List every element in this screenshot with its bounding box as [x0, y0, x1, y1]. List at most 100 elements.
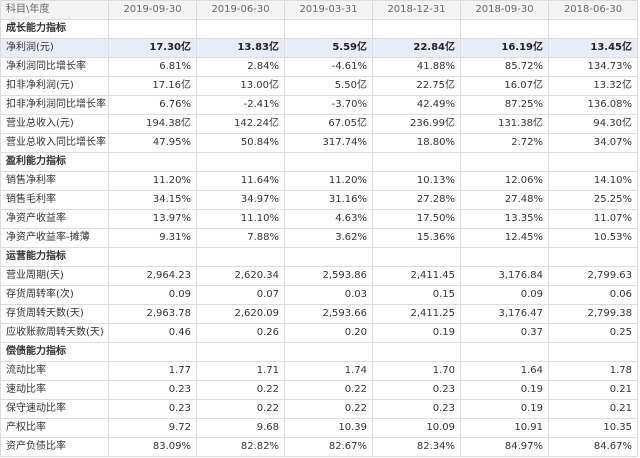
header-date-6[interactable]: 2018-06-30 [548, 0, 638, 20]
value-cell [460, 342, 549, 362]
table-row: 净资产收益率 13.97% 11.10% 4.63% 17.50% 13.35% 11.07… [0, 209, 638, 229]
value-cell: 31.16% [284, 190, 373, 210]
value-cell: 236.99亿 [372, 114, 461, 134]
value-cell: 22.84亿 [372, 38, 461, 58]
section-header-row: 运营能力指标 [0, 247, 638, 267]
header-date-5[interactable]: 2018-09-30 [460, 0, 549, 20]
value-cell: 11.20% [284, 171, 373, 191]
value-cell: 9.31% [108, 228, 197, 248]
value-cell: 13.97% [108, 209, 197, 229]
row-label: 流动比率 [0, 361, 109, 381]
value-cell: 10.09 [372, 418, 461, 438]
value-cell: -2.41% [196, 95, 285, 115]
table-row: 销售净利率 11.20% 11.64% 11.20% 10.13% 12.06% 14.10… [0, 171, 638, 191]
value-cell: 17.16亿 [108, 76, 197, 96]
section-title: 运营能力指标 [0, 247, 109, 267]
value-cell: 47.95% [108, 133, 197, 153]
value-cell: 136.08% [548, 95, 638, 115]
value-cell: 1.71 [196, 361, 285, 381]
value-cell [108, 19, 197, 39]
value-cell: 10.39 [284, 418, 373, 438]
table-row: 资产负债比率 83.09% 82.82% 82.67% 82.34% 84.97% 84.6… [0, 437, 638, 457]
value-cell: 3.62% [284, 228, 373, 248]
value-cell: 67.05亿 [284, 114, 373, 134]
value-cell: 2.84% [196, 57, 285, 77]
value-cell: 2,620.34 [196, 266, 285, 286]
value-cell: 2,799.63 [548, 266, 638, 286]
table-row: 应收账款周转天数(天) 0.46 0.26 0.20 0.19 0.37 0.25 [0, 323, 638, 343]
value-cell [284, 342, 373, 362]
row-label: 营业总收入同比增长率 [0, 133, 109, 153]
value-cell: 0.22 [196, 380, 285, 400]
value-cell: 84.97% [460, 437, 549, 457]
value-cell: 2,593.86 [284, 266, 373, 286]
value-cell: 27.48% [460, 190, 549, 210]
value-cell [284, 247, 373, 267]
value-cell [460, 247, 549, 267]
value-cell: 10.53% [548, 228, 638, 248]
row-label: 净资产收益率 [0, 209, 109, 229]
row-label: 营业总收入(元) [0, 114, 109, 134]
value-cell: 2.72% [460, 133, 549, 153]
value-cell [548, 247, 638, 267]
header-date-4[interactable]: 2018-12-31 [372, 0, 461, 20]
row-label: 存货周转率(次) [0, 285, 109, 305]
value-cell: 13.00亿 [196, 76, 285, 96]
value-cell: 16.19亿 [460, 38, 549, 58]
value-cell: 87.25% [460, 95, 549, 115]
header-date-3[interactable]: 2019-03-31 [284, 0, 373, 20]
value-cell: 6.76% [108, 95, 197, 115]
row-label: 保守速动比率 [0, 399, 109, 419]
table-row: 营业周期(天) 2,964.23 2,620.34 2,593.86 2,411.45 3… [0, 266, 638, 286]
value-cell: 0.15 [372, 285, 461, 305]
header-date-2[interactable]: 2019-06-30 [196, 0, 285, 20]
table-row: 产权比率 9.72 9.68 10.39 10.09 10.91 10.35 [0, 418, 638, 438]
value-cell: 25.25% [548, 190, 638, 210]
value-cell: 134.73% [548, 57, 638, 77]
value-cell: 0.46 [108, 323, 197, 343]
value-cell: 13.45亿 [548, 38, 638, 58]
value-cell: 42.49% [372, 95, 461, 115]
table-row: 净利润同比增长率 6.81% 2.84% -4.61% 41.88% 85.72% 134.… [0, 57, 638, 77]
value-cell: 0.22 [284, 380, 373, 400]
value-cell: 0.23 [372, 399, 461, 419]
value-cell: 0.19 [460, 399, 549, 419]
value-cell [196, 19, 285, 39]
section-header-row: 偿债能力指标 [0, 342, 638, 362]
value-cell: 2,620.09 [196, 304, 285, 324]
value-cell [372, 342, 461, 362]
value-cell: 14.10% [548, 171, 638, 191]
value-cell: 41.88% [372, 57, 461, 77]
value-cell: 34.97% [196, 190, 285, 210]
value-cell: 0.09 [460, 285, 549, 305]
value-cell: 0.07 [196, 285, 285, 305]
row-label: 销售净利率 [0, 171, 109, 191]
value-cell: 9.72 [108, 418, 197, 438]
value-cell: 10.13% [372, 171, 461, 191]
row-label: 扣非净利润(元) [0, 76, 109, 96]
value-cell [372, 19, 461, 39]
section-title: 偿债能力指标 [0, 342, 109, 362]
section-header-row: 盈利能力指标 [0, 152, 638, 172]
value-cell: 2,411.25 [372, 304, 461, 324]
value-cell: 0.26 [196, 323, 285, 343]
value-cell [196, 152, 285, 172]
value-cell [284, 152, 373, 172]
header-date-1[interactable]: 2019-09-30 [108, 0, 197, 20]
value-cell: 12.45% [460, 228, 549, 248]
value-cell: 2,964.23 [108, 266, 197, 286]
value-cell: 17.50% [372, 209, 461, 229]
value-cell: 22.75亿 [372, 76, 461, 96]
value-cell [372, 247, 461, 267]
value-cell: 0.23 [108, 380, 197, 400]
value-cell: 82.67% [284, 437, 373, 457]
row-label: 营业周期(天) [0, 266, 109, 286]
table-row: 营业总收入同比增长率 47.95% 50.84% 317.74% 18.80% 2.72%… [0, 133, 638, 153]
value-cell [196, 342, 285, 362]
value-cell: 0.22 [196, 399, 285, 419]
value-cell: 94.30亿 [548, 114, 638, 134]
value-cell: 13.35% [460, 209, 549, 229]
value-cell: 0.21 [548, 399, 638, 419]
section-title: 盈利能力指标 [0, 152, 109, 172]
value-cell [108, 247, 197, 267]
